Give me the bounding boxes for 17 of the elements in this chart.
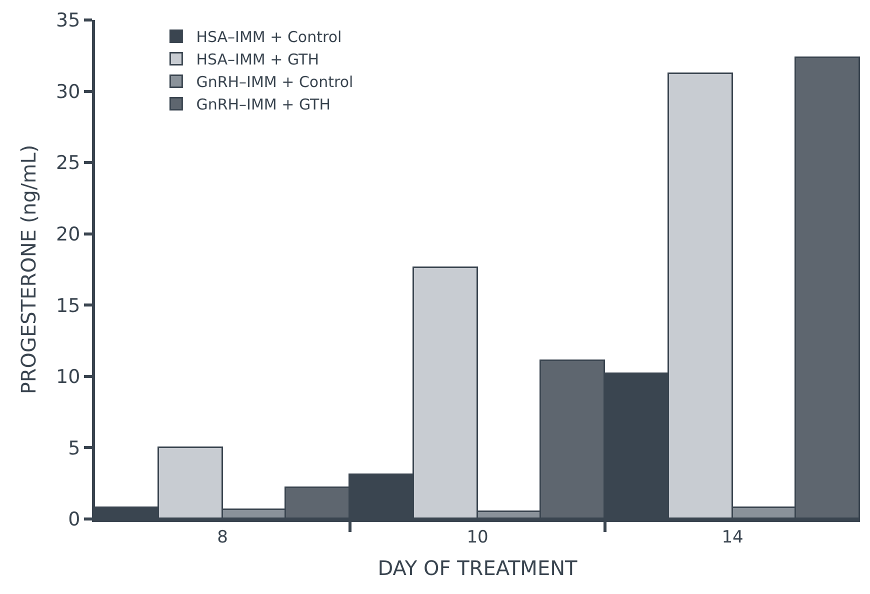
x-tick-label: 14 (722, 527, 744, 548)
x-axis-title: DAY OF TREATMENT (378, 556, 578, 580)
y-tick-label: 15 (56, 294, 80, 317)
y-tick-label: 35 (56, 10, 80, 32)
legend-label: GnRH–IMM + GTH (196, 96, 330, 114)
y-tick-label: 25 (56, 152, 80, 174)
y-tick-label: 20 (56, 224, 80, 246)
x-tick-label: 10 (466, 527, 488, 548)
legend-label: HSA–IMM + Control (196, 28, 342, 46)
y-tick-label: 0 (68, 508, 80, 531)
x-tick-label: 8 (217, 527, 228, 548)
y-tick-label: 10 (56, 366, 80, 388)
y-tick-label: 30 (56, 80, 80, 103)
legend-label: HSA–IMM + GTH (196, 50, 319, 69)
y-axis-title: PROGESTERONE (ng/mL) (16, 144, 41, 394)
y-tick-label: 5 (68, 437, 80, 460)
legend-label: GnRH–IMM + Control (196, 73, 354, 92)
